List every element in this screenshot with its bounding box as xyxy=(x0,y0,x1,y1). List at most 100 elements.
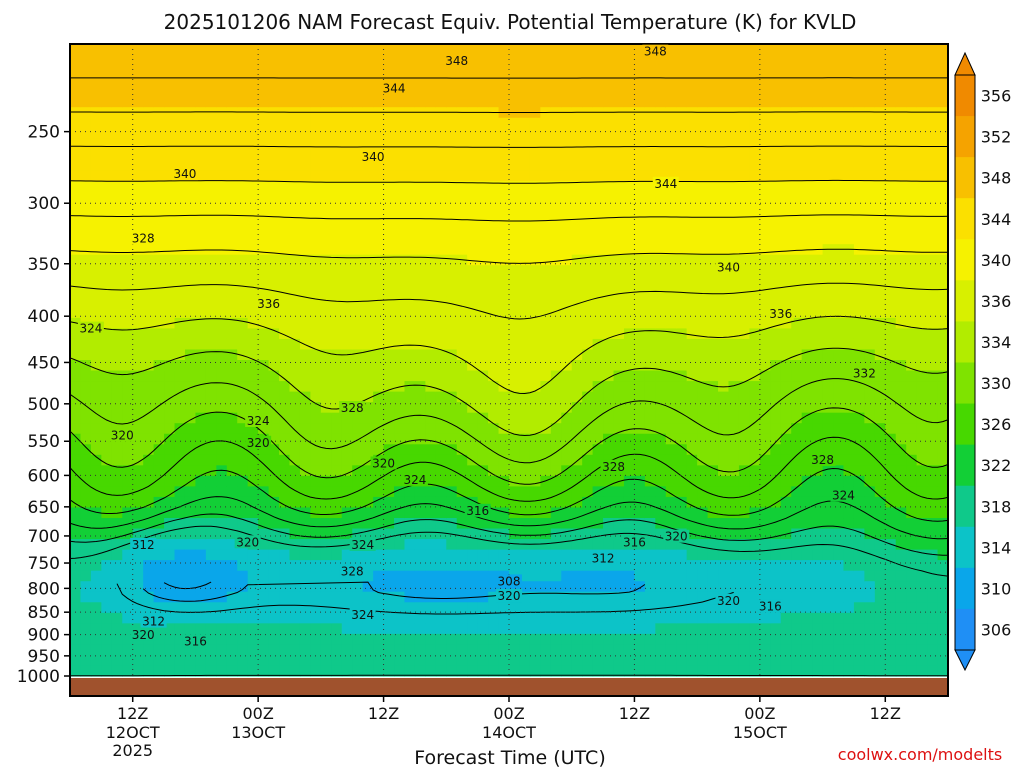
field-cell xyxy=(435,349,447,361)
field-cell xyxy=(425,223,437,235)
field-cell xyxy=(373,381,385,393)
field-cell xyxy=(665,65,677,77)
field-cell xyxy=(885,602,897,614)
field-cell xyxy=(770,275,782,287)
field-cell xyxy=(906,244,918,256)
field-cell xyxy=(540,370,552,382)
field-cell xyxy=(331,191,343,203)
field-cell xyxy=(101,402,113,414)
field-cell xyxy=(927,138,939,150)
field-cell xyxy=(843,223,855,235)
field-cell xyxy=(812,107,824,119)
field-cell xyxy=(320,381,332,393)
field-cell xyxy=(195,296,207,308)
field-cell xyxy=(519,170,531,182)
field-cell xyxy=(728,44,740,56)
field-cell xyxy=(780,612,792,624)
field-cell xyxy=(132,317,144,329)
field-cell xyxy=(456,591,468,603)
field-cell xyxy=(738,454,750,466)
field-cell xyxy=(571,275,583,287)
field-cell xyxy=(623,244,636,256)
field-cell xyxy=(446,549,458,561)
field-cell xyxy=(529,338,541,351)
field-cell xyxy=(623,254,636,266)
field-cell xyxy=(561,65,573,77)
field-cell xyxy=(916,138,928,150)
field-cell xyxy=(279,128,291,140)
field-cell xyxy=(111,149,123,161)
field-cell xyxy=(895,54,907,66)
field-cell xyxy=(467,381,479,393)
field-cell xyxy=(686,254,698,266)
field-cell xyxy=(383,117,395,129)
field-cell xyxy=(153,317,165,329)
field-cell xyxy=(164,86,176,98)
field-cell xyxy=(906,581,918,593)
field-cell xyxy=(613,328,625,340)
field-cell xyxy=(414,496,426,509)
field-cell xyxy=(467,528,479,540)
field-cell xyxy=(435,75,447,87)
field-cell xyxy=(394,444,406,456)
field-cell xyxy=(603,265,615,277)
field-cell xyxy=(153,391,165,403)
field-cell xyxy=(613,560,625,572)
field-cell xyxy=(686,402,698,414)
field-cell xyxy=(697,65,709,77)
field-cell xyxy=(623,665,636,677)
field-cell xyxy=(686,317,698,329)
field-cell xyxy=(571,296,583,308)
field-cell xyxy=(80,202,92,214)
field-cell xyxy=(833,665,845,677)
field-cell xyxy=(320,180,332,193)
field-cell xyxy=(843,191,855,203)
field-cell xyxy=(184,591,197,603)
field-cell xyxy=(644,423,656,435)
field-cell xyxy=(592,465,604,477)
field-cell xyxy=(153,423,165,435)
field-cell xyxy=(373,612,385,624)
field-cell xyxy=(770,644,782,656)
field-cell xyxy=(853,117,865,129)
field-cell xyxy=(686,107,698,119)
field-cell xyxy=(90,349,102,361)
field-cell xyxy=(843,307,855,319)
field-cell xyxy=(101,360,113,372)
field-cell xyxy=(550,65,562,77)
field-cell xyxy=(801,507,813,519)
field-cell xyxy=(80,423,92,435)
field-cell xyxy=(623,233,636,245)
field-cell xyxy=(394,149,406,161)
field-cell xyxy=(362,212,374,224)
field-cell xyxy=(676,191,688,203)
field-cell xyxy=(582,170,594,182)
field-cell xyxy=(697,644,709,656)
field-cell xyxy=(205,654,217,667)
field-cell xyxy=(770,223,782,235)
field-cell xyxy=(122,307,134,319)
field-cell xyxy=(864,233,876,245)
field-cell xyxy=(247,138,259,150)
field-cell xyxy=(571,570,583,582)
field-cell xyxy=(111,486,123,498)
field-cell xyxy=(561,149,573,161)
field-cell xyxy=(352,180,364,193)
field-cell xyxy=(895,528,907,540)
field-cell xyxy=(352,86,364,98)
field-cell xyxy=(529,159,541,171)
field-cell xyxy=(299,391,311,403)
field-cell xyxy=(320,486,332,498)
field-cell xyxy=(592,296,604,308)
field-cell xyxy=(655,128,667,140)
field-cell xyxy=(582,665,594,677)
field-cell xyxy=(341,96,353,108)
field-cell xyxy=(237,549,249,561)
field-cell xyxy=(258,223,270,235)
field-cell xyxy=(111,96,123,108)
field-cell xyxy=(362,528,374,540)
field-cell xyxy=(216,191,228,203)
field-cell xyxy=(226,65,238,77)
field-cell xyxy=(697,202,709,214)
field-cell xyxy=(174,223,186,235)
